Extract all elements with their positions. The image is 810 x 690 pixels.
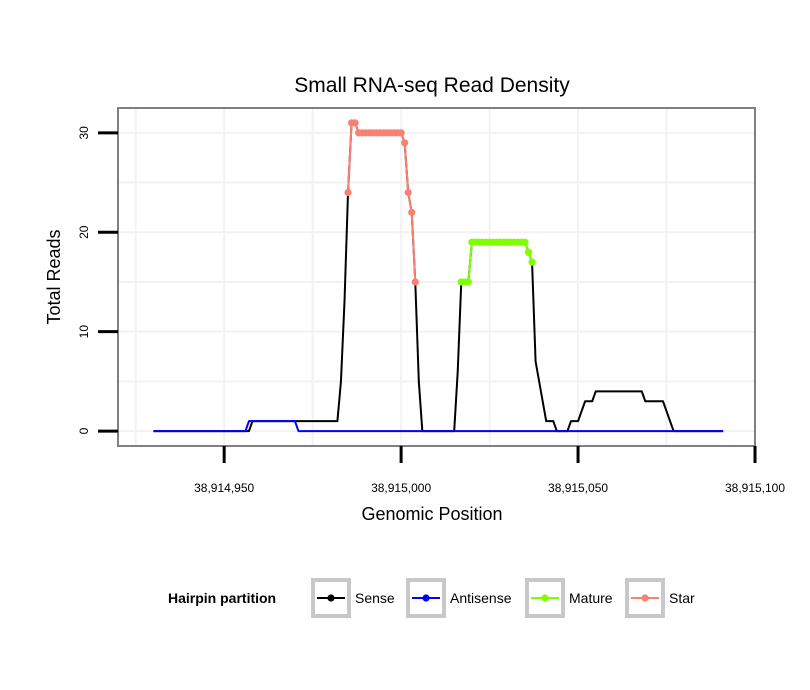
- legend-label-star: Star: [669, 590, 695, 606]
- x-axis-title: Genomic Position: [361, 504, 502, 524]
- legend-key-point: [641, 594, 649, 602]
- data-point-star: [404, 188, 412, 197]
- series-layer: [153, 119, 724, 433]
- x-tick-label: 38,915,000: [371, 481, 431, 495]
- data-point-star: [397, 129, 405, 137]
- legend-key-point: [327, 594, 335, 602]
- data-point-star: [351, 119, 359, 127]
- legend-label-sense: Sense: [355, 590, 395, 606]
- legend-label-antisense: Antisense: [450, 590, 512, 606]
- data-point-star: [411, 278, 419, 286]
- series-line-antisense: [153, 420, 724, 433]
- data-point-mature: [528, 258, 536, 266]
- legend-key-point: [541, 594, 549, 602]
- data-point-star: [408, 208, 416, 216]
- y-axis: 0 10 20 30: [77, 126, 118, 434]
- legend-title: Hairpin partition: [168, 590, 276, 606]
- legend: Hairpin partition Sense Antisense Mature St…: [168, 578, 695, 618]
- plot-border: [117, 107, 756, 447]
- data-point-star: [344, 188, 352, 197]
- x-tick-label: 38,914,950: [194, 481, 254, 495]
- y-tick-label: 0: [77, 427, 91, 434]
- plot-panel: [118, 108, 755, 446]
- y-tick-label: 10: [77, 325, 91, 339]
- x-axis: 38,914,950 38,915,000 38,915,050 38,915,100: [194, 446, 785, 495]
- y-tick-label: 30: [77, 126, 91, 140]
- chart-title: Small RNA-seq Read Density: [294, 74, 570, 97]
- grid-lines: [118, 108, 755, 446]
- legend-label-mature: Mature: [569, 590, 613, 606]
- data-point-mature: [464, 278, 472, 286]
- y-tick-label: 20: [77, 225, 91, 239]
- x-tick-label: 38,915,100: [725, 481, 785, 495]
- data-point-mature: [521, 238, 529, 246]
- data-point-mature: [524, 248, 533, 256]
- y-axis-title: Total Reads: [44, 229, 64, 324]
- x-tick-label: 38,915,050: [548, 481, 608, 495]
- legend-key-point: [422, 594, 430, 602]
- data-point-star: [401, 139, 409, 147]
